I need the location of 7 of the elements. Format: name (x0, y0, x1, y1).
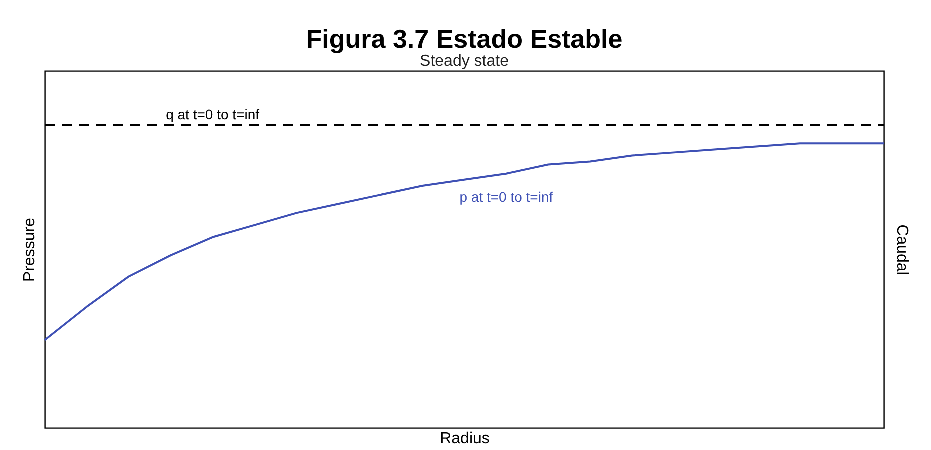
series-label: q at t=0 to t=inf (166, 106, 260, 122)
y2-axis-title: Caudal (894, 224, 910, 276)
chart-subtitle: Steady state (420, 53, 510, 70)
x-axis-title: Radius (440, 430, 490, 448)
series-label: p at t=0 to t=inf (460, 188, 554, 205)
y-axis-title: Pressure (22, 218, 38, 282)
chart-title: Figura 3.7 Estado Estable (306, 24, 623, 54)
